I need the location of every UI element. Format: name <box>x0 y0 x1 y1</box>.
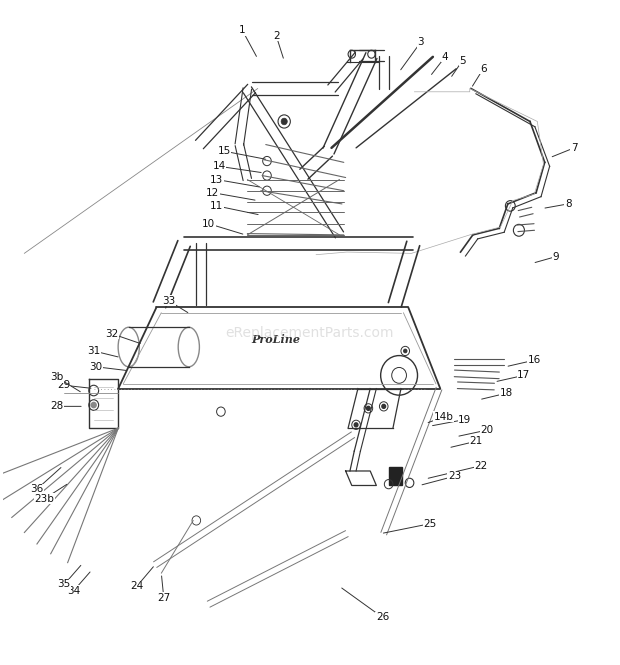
Circle shape <box>91 402 96 408</box>
Circle shape <box>354 423 358 427</box>
Text: 2: 2 <box>273 31 280 41</box>
Text: 30: 30 <box>90 362 103 372</box>
Text: 26: 26 <box>376 612 389 622</box>
Circle shape <box>366 406 370 410</box>
Text: 23: 23 <box>448 471 461 481</box>
Text: 3b: 3b <box>50 372 63 382</box>
Text: 9: 9 <box>552 251 559 261</box>
Text: 8: 8 <box>565 199 572 209</box>
Text: 25: 25 <box>423 519 436 529</box>
Text: 1: 1 <box>239 25 246 35</box>
Text: 5: 5 <box>459 56 466 66</box>
Text: 18: 18 <box>500 388 513 398</box>
Text: 33: 33 <box>162 296 175 306</box>
Text: 7: 7 <box>571 143 577 153</box>
Circle shape <box>281 118 287 125</box>
Text: 31: 31 <box>87 346 100 356</box>
Text: 3: 3 <box>417 37 424 47</box>
Text: 6: 6 <box>480 64 487 74</box>
Text: 21: 21 <box>469 436 482 446</box>
Text: eReplacementParts.com: eReplacementParts.com <box>226 325 394 340</box>
Text: 24: 24 <box>130 581 143 591</box>
Text: 36: 36 <box>30 484 43 495</box>
Text: 20: 20 <box>480 425 494 435</box>
Text: 22: 22 <box>474 461 487 471</box>
Text: 28: 28 <box>50 402 63 412</box>
Text: 14: 14 <box>213 162 226 172</box>
Text: ProLine: ProLine <box>252 334 301 344</box>
Text: 23b: 23b <box>35 493 55 503</box>
Text: 4: 4 <box>442 52 448 62</box>
Text: 15: 15 <box>218 146 231 156</box>
Text: 13: 13 <box>210 174 223 184</box>
Text: 11: 11 <box>210 201 223 211</box>
Text: 32: 32 <box>105 329 119 339</box>
Circle shape <box>404 349 407 353</box>
Text: 14b: 14b <box>434 412 454 422</box>
Text: 35: 35 <box>58 579 71 589</box>
Text: 27: 27 <box>157 593 171 602</box>
Bar <box>389 467 402 485</box>
Text: 10: 10 <box>202 219 215 229</box>
Text: 16: 16 <box>528 355 541 365</box>
Circle shape <box>382 404 386 408</box>
Text: 34: 34 <box>67 586 80 596</box>
Text: 29: 29 <box>58 380 71 390</box>
Text: 19: 19 <box>458 414 471 424</box>
Text: 12: 12 <box>206 188 219 198</box>
Text: 17: 17 <box>517 370 531 380</box>
